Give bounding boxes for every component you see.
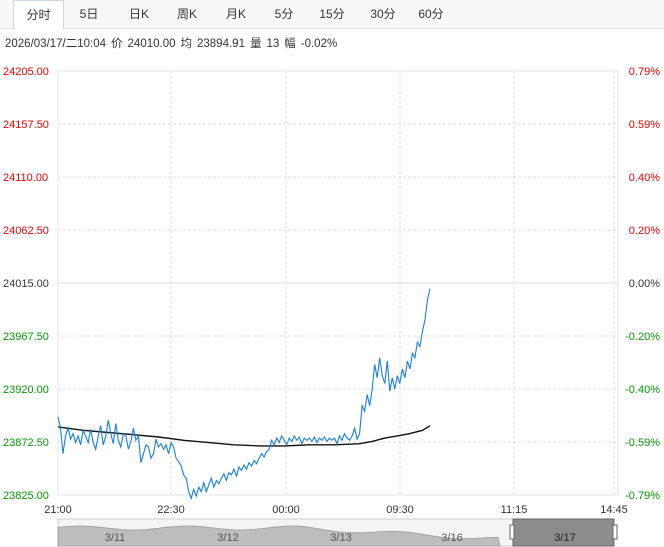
period-tab-bar: 分时 5日 日K 周K 月K 5分 15分 30分 60分	[0, 0, 664, 29]
navigator-handle-left	[509, 524, 515, 540]
volume-value: 13	[266, 38, 280, 50]
y-tick-pct-label: 0.79%	[629, 66, 660, 78]
quote-datetime: 2026/03/17/二10:04	[5, 38, 107, 50]
y-tick-label: 24110.00	[3, 172, 48, 184]
x-tick-label: 14:45	[600, 504, 628, 516]
price-label: 价	[111, 38, 123, 50]
x-tick-label: 11:15	[501, 504, 528, 516]
change-label: 幅	[284, 38, 296, 50]
y-tick-pct-label: -0.59%	[625, 437, 660, 449]
price-line	[57, 288, 431, 501]
x-tick-label: 00:00	[272, 504, 300, 516]
x-tick-label: 21:00	[44, 504, 72, 516]
y-tick-pct-label: -0.20%	[625, 331, 660, 343]
navigator-selection	[512, 518, 615, 547]
tab-monthly-k[interactable]: 月K	[225, 7, 246, 21]
tab-30min[interactable]: 30分	[370, 7, 396, 21]
y-tick-pct-label: 0.20%	[629, 225, 660, 237]
tab-15min[interactable]: 15分	[319, 7, 345, 21]
navigator-date-label: 3/12	[217, 532, 238, 544]
x-axis: 21:00 22:30 00:00 09:30 11:15 14:45	[44, 504, 628, 516]
y-tick-pct-label: -0.40%	[625, 384, 660, 396]
navigator-date-label: 3/16	[441, 532, 462, 544]
time-navigator[interactable]: 3/11 3/12 3/13 3/16 3/17	[57, 518, 618, 547]
average-price-line	[57, 425, 431, 447]
y-tick-label: 24205.00	[3, 66, 49, 78]
avg-label: 均	[180, 38, 193, 50]
tab-60min[interactable]: 60分	[418, 7, 444, 21]
y-axis-left: 24205.00 24157.50 24110.00 24062.50 24015.00…	[3, 66, 49, 502]
y-tick-label: 24157.50	[3, 119, 49, 131]
y-tick-pct-label: 0.00%	[629, 278, 660, 290]
y-tick-label: 23920.00	[3, 384, 49, 396]
tab-5min[interactable]: 5分	[274, 7, 294, 21]
y-tick-label: 23967.50	[3, 331, 49, 343]
y-tick-label: 23872.50	[3, 437, 49, 449]
y-tick-pct-label: -0.79%	[625, 490, 660, 502]
x-tick-label: 22:30	[157, 504, 185, 516]
chart-grid	[57, 70, 619, 496]
price-value: 24010.00	[127, 38, 176, 50]
y-tick-label: 23825.00	[3, 490, 49, 502]
y-tick-pct-label: 0.59%	[629, 119, 660, 131]
change-value: -0.02%	[300, 38, 338, 50]
navigator-date-label: 3/17	[554, 532, 575, 544]
tab-5day[interactable]: 5日	[79, 7, 99, 21]
navigator-date-label: 3/11	[105, 532, 126, 544]
avg-value: 23894.91	[197, 38, 245, 50]
y-tick-label: 24015.00	[3, 278, 49, 290]
tab-intraday[interactable]: 分时	[13, 0, 64, 29]
y-tick-pct-label: 0.40%	[629, 172, 660, 184]
tab-daily-k[interactable]: 日K	[128, 7, 149, 21]
x-tick-label: 09:30	[386, 504, 414, 516]
plot-border	[57, 70, 619, 496]
quote-info-bar: 2026/03/17/二10:04 价 24010.00 均 23894.91 量 13 幅 -…	[5, 35, 342, 50]
y-tick-label: 24062.50	[3, 225, 49, 237]
volume-label: 量	[249, 38, 262, 50]
y-axis-right: 0.79% 0.59% 0.40% 0.20% 0.00% -0.20% -0.40% -0.…	[625, 66, 660, 502]
navigator-area	[57, 525, 501, 547]
navigator-handle-right	[612, 524, 618, 540]
tab-weekly-k[interactable]: 周K	[176, 7, 197, 21]
navigator-date-label: 3/13	[330, 532, 351, 544]
